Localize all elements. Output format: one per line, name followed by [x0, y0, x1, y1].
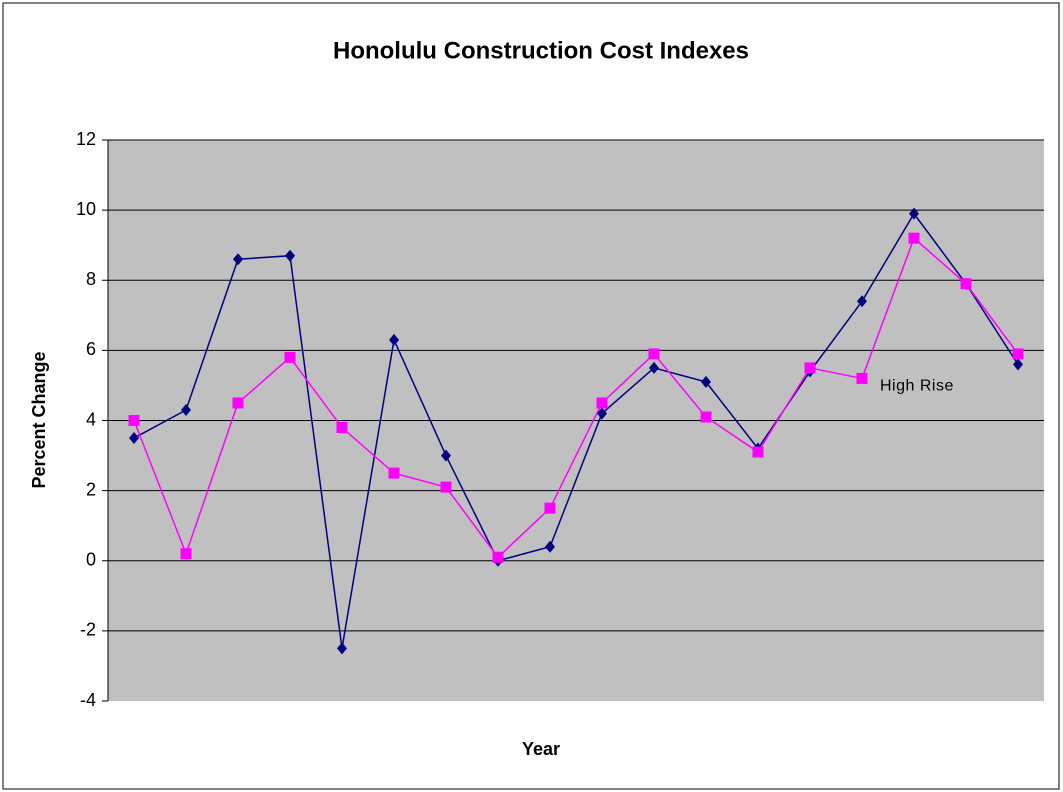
annotation: High Rise — [880, 378, 954, 395]
marker — [233, 253, 243, 266]
marker — [492, 551, 504, 563]
y-tick-label: 0 — [86, 550, 96, 570]
marker — [337, 642, 347, 655]
marker — [960, 278, 972, 290]
marker — [441, 449, 451, 462]
marker — [544, 502, 556, 514]
marker — [908, 232, 920, 244]
marker — [596, 397, 608, 409]
marker — [336, 422, 348, 434]
marker — [180, 548, 192, 560]
marker — [129, 432, 139, 445]
marker — [389, 333, 399, 346]
marker — [440, 481, 452, 493]
marker — [752, 446, 764, 458]
marker — [909, 207, 919, 220]
marker — [128, 415, 140, 426]
y-axis-label: Percent Change — [29, 351, 49, 488]
marker — [1013, 358, 1023, 371]
marker — [804, 362, 816, 374]
marker — [648, 348, 660, 360]
y-tick-label: 12 — [76, 129, 96, 149]
marker — [181, 403, 191, 416]
marker — [597, 407, 607, 420]
marker — [545, 540, 555, 553]
y-tick-label: 10 — [76, 199, 96, 219]
marker — [856, 372, 868, 384]
series-line — [133, 212, 1019, 649]
marker — [388, 467, 400, 479]
marker — [232, 397, 244, 409]
chart-title: Honolulu Construction Cost Indexes — [333, 37, 749, 64]
marker — [857, 295, 867, 308]
y-tick-label: -4 — [80, 690, 96, 710]
y-tick-label: 6 — [86, 339, 96, 359]
y-tick-label: 4 — [86, 409, 96, 429]
series-line — [133, 236, 1019, 559]
marker — [284, 351, 296, 363]
marker — [700, 411, 712, 423]
marker — [285, 249, 295, 262]
y-tick-label: 8 — [86, 269, 96, 289]
x-axis-label: Year — [522, 739, 560, 759]
marker — [701, 375, 711, 388]
marker — [649, 361, 659, 374]
y-tick-label: 2 — [86, 479, 96, 499]
y-tick-label: -2 — [80, 620, 96, 640]
marker — [1012, 348, 1024, 360]
